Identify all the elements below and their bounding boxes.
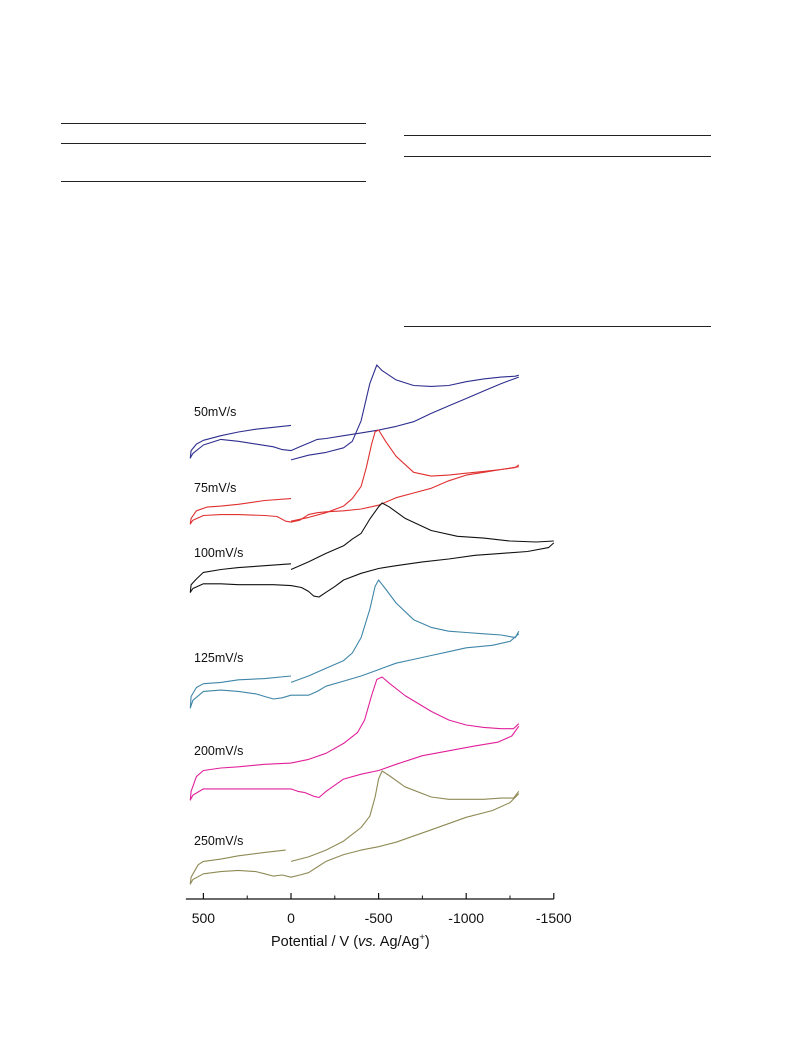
- x-tick-label: 0: [287, 910, 295, 926]
- x-axis-label-suffix: ): [424, 933, 430, 950]
- right-table-bottom-rule: [404, 326, 711, 327]
- cv-curve-forward-125mv-s: [290, 579, 520, 683]
- cv-curve-reverse-50mv-s: [189, 376, 519, 459]
- cv-curve-reverse-75mv-s: [189, 466, 519, 525]
- x-axis-label-italic: vs.: [358, 933, 377, 950]
- right-table-top-rule: [404, 135, 711, 136]
- cv-curve-forward-100mv-s: [290, 502, 554, 571]
- series-label-250mv-s: 250mV/s: [194, 834, 243, 848]
- x-axis: 500 0 -500 -1000 -1500: [185, 893, 572, 926]
- cv-curve-forward-75mv-s: [290, 429, 520, 522]
- x-axis-label-mid: Ag/Ag: [376, 933, 420, 950]
- series-label-75mv-s: 75mV/s: [194, 481, 236, 495]
- x-axis-label: Potential / V (vs. Ag/Ag+): [271, 932, 430, 950]
- cv-curve-reverse-125mv-s: [189, 633, 520, 709]
- cv-curve-reverse-250mv-s: [189, 793, 520, 885]
- x-tick-label: -1000: [448, 910, 484, 926]
- cv-curve-forward-250mv-s: [290, 770, 520, 862]
- x-axis-label-superscript: +: [419, 932, 425, 943]
- x-tick-label: 500: [192, 910, 216, 926]
- cv-curve-forward-200mv-s: [290, 676, 520, 764]
- series-label-200mv-s: 200mV/s: [194, 744, 243, 758]
- x-axis-label-prefix: Potential / V (: [271, 933, 359, 950]
- series-label-100mv-s: 100mV/s: [194, 546, 243, 560]
- x-tick-label: -1500: [536, 910, 572, 926]
- x-tick-label: -500: [365, 910, 393, 926]
- left-table-bottom-rule: [61, 181, 366, 182]
- series-label-125mv-s: 125mV/s: [194, 651, 243, 665]
- cv-curve-reverse-100mv-s: [189, 542, 555, 598]
- cv-curve-reverse-200mv-s: [189, 725, 520, 801]
- left-table-top-rule: [61, 123, 366, 124]
- voltammogram-curves: [189, 364, 555, 885]
- scan-rate-labels: 50mV/s 75mV/s 100mV/s 125mV/s 200mV/s 250mV/s: [194, 405, 243, 848]
- left-table-header-rule: [61, 143, 366, 144]
- series-label-50mv-s: 50mV/s: [194, 405, 236, 419]
- right-table-header-rule: [404, 156, 711, 157]
- cv-curve-forward-50mv-s: [290, 364, 519, 461]
